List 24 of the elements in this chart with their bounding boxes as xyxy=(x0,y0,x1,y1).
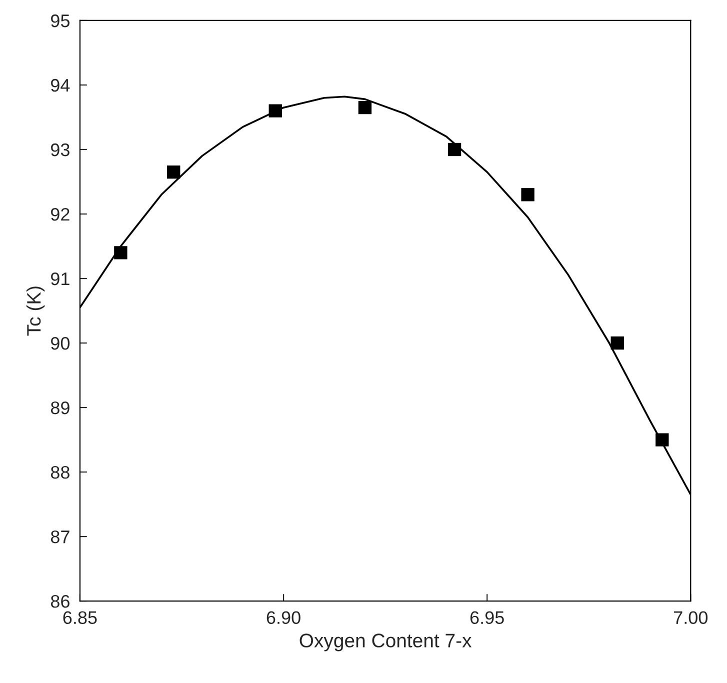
x-tick-label: 6.90 xyxy=(266,611,300,624)
y-axis-title: Tc (K) xyxy=(26,286,45,336)
y-tick-label: 88 xyxy=(50,466,70,479)
x-tick-label: 6.85 xyxy=(63,611,97,624)
x-tick-label: 7.00 xyxy=(674,611,708,624)
x-axis-title: Oxygen Content 7-x xyxy=(300,634,472,652)
y-tick-label: 86 xyxy=(50,594,70,608)
point xyxy=(521,188,534,202)
y-tick-label: 94 xyxy=(51,78,70,92)
y-tick-label: 92 xyxy=(51,208,70,221)
point xyxy=(610,336,624,350)
point xyxy=(268,104,282,118)
point xyxy=(167,165,180,179)
y-tick-label: 90 xyxy=(51,336,70,350)
point xyxy=(448,142,462,156)
y-tick-label: 89 xyxy=(50,401,70,414)
y-tick-label: 87 xyxy=(50,530,70,544)
point xyxy=(114,246,128,260)
y-tick-label: 95 xyxy=(51,14,70,28)
x-tick-label: 6.95 xyxy=(470,611,504,624)
y-tick-label: 93 xyxy=(51,143,70,156)
point xyxy=(358,100,372,114)
y-tick-label: 91 xyxy=(51,272,70,286)
point xyxy=(656,433,669,446)
